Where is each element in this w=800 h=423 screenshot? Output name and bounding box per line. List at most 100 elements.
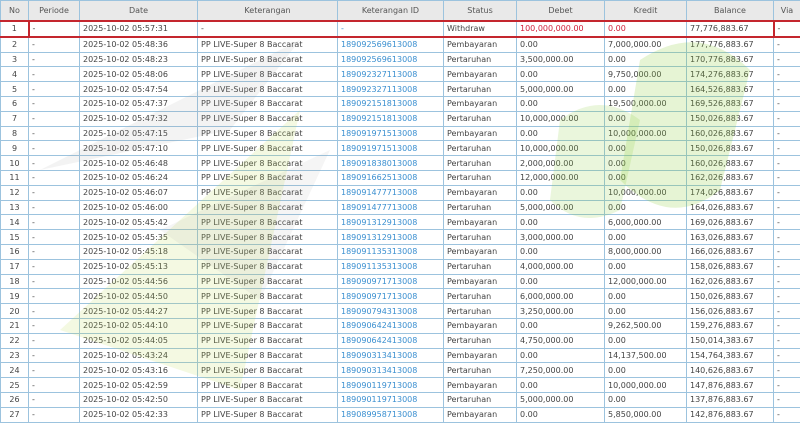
cell-balance: 174,026,883.67: [687, 185, 774, 200]
cell-kredit: 0.00: [605, 259, 687, 274]
cell-no: 19: [1, 289, 29, 304]
cell-debet: 4,750,000.00: [517, 333, 605, 348]
cell-debet: 3,500,000.00: [517, 52, 605, 67]
cell-keterangan-id[interactable]: 189092569613008: [338, 52, 444, 67]
cell-keterangan-id[interactable]: 189091477713008: [338, 200, 444, 215]
cell-keterangan-id[interactable]: 189090794313008: [338, 304, 444, 319]
cell-keterangan-id[interactable]: 189091312913008: [338, 230, 444, 245]
cell-date: 2025-10-02 05:42:50: [80, 392, 198, 407]
cell-balance: 156,026,883.67: [687, 304, 774, 319]
cell-periode: -: [29, 170, 80, 185]
cell-balance: 77,776,883.67: [687, 21, 774, 37]
cell-date: 2025-10-02 05:48:06: [80, 67, 198, 82]
cell-keterangan-id[interactable]: 189090313413008: [338, 363, 444, 378]
cell-keterangan-id[interactable]: 189090119713008: [338, 378, 444, 393]
header-debet[interactable]: Debet: [517, 1, 605, 22]
cell-keterangan-id[interactable]: 189090971713008: [338, 289, 444, 304]
cell-kredit: 7,000,000.00: [605, 37, 687, 52]
cell-via: -: [774, 244, 800, 259]
cell-debet: 10,000,000.00: [517, 141, 605, 156]
cell-keterangan-id[interactable]: 189090971713008: [338, 274, 444, 289]
cell-keterangan-id[interactable]: 189092151813008: [338, 96, 444, 111]
cell-keterangan-id[interactable]: 189091662513008: [338, 170, 444, 185]
cell-keterangan-id[interactable]: 189092569613008: [338, 37, 444, 52]
header-status[interactable]: Status: [444, 1, 517, 22]
header-via[interactable]: Via: [774, 1, 800, 22]
cell-keterangan-id[interactable]: 189092327113008: [338, 67, 444, 82]
cell-debet: 5,000,000.00: [517, 200, 605, 215]
cell-keterangan-id[interactable]: 189091971513008: [338, 141, 444, 156]
header-periode[interactable]: Periode: [29, 1, 80, 22]
cell-no: 2: [1, 37, 29, 52]
cell-periode: -: [29, 348, 80, 363]
cell-status: Pertaruhan: [444, 156, 517, 171]
cell-keterangan: PP LIVE-Super 8 Baccarat: [198, 244, 338, 259]
cell-debet: 5,000,000.00: [517, 392, 605, 407]
cell-keterangan-id[interactable]: 189090642413008: [338, 318, 444, 333]
cell-kredit: 0.00: [605, 170, 687, 185]
cell-balance: 162,026,883.67: [687, 170, 774, 185]
header-date[interactable]: Date: [80, 1, 198, 22]
cell-kredit: 10,000,000.00: [605, 378, 687, 393]
header-keterangan[interactable]: Keterangan: [198, 1, 338, 22]
cell-debet: 3,000,000.00: [517, 230, 605, 245]
cell-periode: -: [29, 82, 80, 97]
cell-kredit: 0.00: [605, 392, 687, 407]
cell-keterangan-id[interactable]: 189090642413008: [338, 333, 444, 348]
cell-no: 25: [1, 378, 29, 393]
header-balance[interactable]: Balance: [687, 1, 774, 22]
cell-periode: -: [29, 259, 80, 274]
cell-keterangan-id[interactable]: 189090313413008: [338, 348, 444, 363]
cell-status: Pertaruhan: [444, 52, 517, 67]
cell-keterangan: PP LIVE-Super 8 Baccarat: [198, 259, 338, 274]
cell-keterangan-id[interactable]: 189092151813008: [338, 111, 444, 126]
cell-keterangan-id[interactable]: 189089958713008: [338, 407, 444, 422]
cell-keterangan-id[interactable]: 189091135313008: [338, 244, 444, 259]
cell-keterangan-id[interactable]: 189091135313008: [338, 259, 444, 274]
cell-keterangan-id[interactable]: 189090119713008: [338, 392, 444, 407]
cell-periode: -: [29, 274, 80, 289]
cell-keterangan-id[interactable]: 189091477713008: [338, 185, 444, 200]
cell-periode: -: [29, 304, 80, 319]
header-no[interactable]: No: [1, 1, 29, 22]
cell-keterangan-id[interactable]: 189091838013008: [338, 156, 444, 171]
cell-periode: -: [29, 52, 80, 67]
header-keterangan-id[interactable]: Keterangan ID: [338, 1, 444, 22]
cell-status: Pembayaran: [444, 215, 517, 230]
cell-balance: 174,276,883.67: [687, 67, 774, 82]
header-kredit[interactable]: Kredit: [605, 1, 687, 22]
cell-status: Pembayaran: [444, 37, 517, 52]
cell-keterangan: PP LIVE-Super 8 Baccarat: [198, 333, 338, 348]
cell-keterangan-id[interactable]: 189092327113008: [338, 82, 444, 97]
cell-keterangan-id[interactable]: 189091312913008: [338, 215, 444, 230]
cell-date: 2025-10-02 05:46:07: [80, 185, 198, 200]
cell-keterangan-id[interactable]: 189091971513008: [338, 126, 444, 141]
